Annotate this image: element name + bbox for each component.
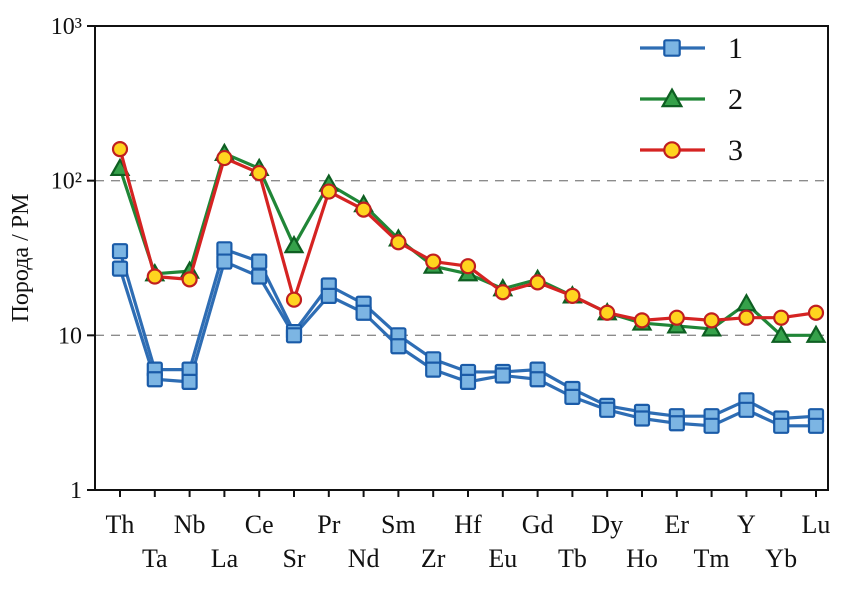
series-3-marker-legend: [663, 141, 681, 159]
x-tick-label-Ta: Ta: [142, 544, 168, 573]
series-3-marker-Dy: [599, 304, 616, 321]
series-1-marker-Nb-2: [181, 373, 198, 390]
x-tick-label-Nb: Nb: [174, 510, 206, 539]
x-tick-label-Ce: Ce: [245, 510, 274, 539]
series-1-marker-Nd-2: [355, 304, 372, 321]
y-axis-title: Порода / РМ: [8, 194, 34, 323]
series-3-marker-Nb: [181, 271, 198, 288]
x-tick-label-Tb: Tb: [558, 544, 587, 573]
series-1-marker-Ce-2: [251, 268, 268, 285]
x-tick-label-Y: Y: [737, 510, 756, 539]
series-3-marker-Ta: [146, 268, 163, 285]
series-3-marker-Eu: [494, 284, 511, 301]
legend-label-3: 3: [728, 134, 743, 167]
series-1-marker-Ce-1: [251, 253, 268, 270]
series-1-marker-Yb-2: [773, 417, 790, 434]
series-1-marker-Er-2: [668, 415, 685, 432]
x-tick-label-Yb: Yb: [765, 544, 797, 573]
series-1-marker-Eu-2: [494, 367, 511, 384]
y-tick-label-1: 1: [70, 478, 82, 504]
series-3-marker-Zr: [425, 253, 442, 270]
series-1-marker-Tb-2: [564, 388, 581, 405]
x-tick-label-Er: Er: [665, 510, 690, 539]
x-tick-label-Pr: Pr: [317, 510, 340, 539]
x-tick-label-Eu: Eu: [488, 544, 517, 573]
series-3-marker-Ce: [251, 164, 268, 182]
series-2-marker-legend: [660, 87, 684, 108]
series-3-marker-Ho: [633, 312, 651, 329]
x-tick-label-Lu: Lu: [802, 510, 831, 539]
series-1-marker-Sr-2: [285, 327, 303, 344]
series-1-marker-Tm-2: [703, 417, 720, 434]
series-1-marker-La-2: [216, 253, 233, 270]
series-1-marker-legend: [663, 39, 681, 57]
series-3-marker-Yb: [773, 309, 790, 326]
series-3-marker-Y: [738, 309, 755, 326]
legend-label-2: 2: [728, 83, 743, 116]
series-1-marker-Y-2: [738, 401, 755, 418]
series-3-marker-Tm: [703, 312, 720, 329]
series-1-marker-Sm-2: [390, 338, 407, 355]
x-tick-label-Hf: Hf: [454, 510, 482, 539]
y-tick-label-1000: 10³: [51, 14, 82, 40]
series-2-marker-Lu: [805, 324, 827, 343]
y-tick-label-100: 10²: [51, 169, 82, 195]
x-tick-label-La: La: [211, 544, 239, 573]
series-3-marker-Er: [668, 309, 685, 326]
series-3-marker-Sm: [390, 234, 407, 251]
series-1-marker-Ho-2: [633, 410, 651, 427]
x-tick-label-Zr: Zr: [421, 544, 446, 573]
series-3-marker-La: [216, 149, 233, 167]
x-tick-label-Ho: Ho: [626, 544, 658, 573]
series-2-marker-Sr: [283, 234, 305, 254]
x-tick-label-Sm: Sm: [381, 510, 416, 539]
series-1-marker-Hf-2: [459, 373, 477, 390]
series-3-marker-Lu: [807, 304, 825, 321]
series-1-marker-Th-1: [111, 243, 129, 260]
series-1-marker-Lu-2: [807, 417, 825, 434]
series-1-marker-Pr-2: [320, 287, 337, 304]
series-1-marker-Zr-2: [425, 361, 442, 378]
series-3-marker-Tb: [564, 287, 581, 304]
series-1-marker-Ta-2: [146, 371, 163, 388]
x-tick-label-Nd: Nd: [348, 544, 380, 573]
series-1-marker-Dy-2: [599, 401, 616, 418]
series-3-marker-Pr: [320, 183, 337, 200]
x-tick-label-Th: Th: [106, 510, 135, 539]
series-3-marker-Sr: [285, 291, 303, 308]
series-3-marker-Gd: [529, 274, 546, 291]
x-tick-label-Gd: Gd: [522, 510, 554, 539]
x-tick-label-Sr: Sr: [282, 544, 305, 573]
y-tick-label-10: 10: [58, 323, 82, 349]
series-2-marker-Yb: [770, 324, 792, 343]
series-3-marker-Th: [111, 140, 129, 158]
x-tick-label-Dy: Dy: [591, 510, 623, 539]
series-1-marker-Th-2: [111, 260, 129, 277]
legend-label-1: 1: [728, 32, 743, 65]
series-1-marker-Gd-2: [529, 371, 546, 388]
series-3-marker-Nd: [355, 201, 372, 218]
series-3-marker-Hf: [459, 258, 477, 275]
plot-frame: [94, 25, 829, 491]
x-tick-label-Tm: Tm: [694, 544, 730, 573]
